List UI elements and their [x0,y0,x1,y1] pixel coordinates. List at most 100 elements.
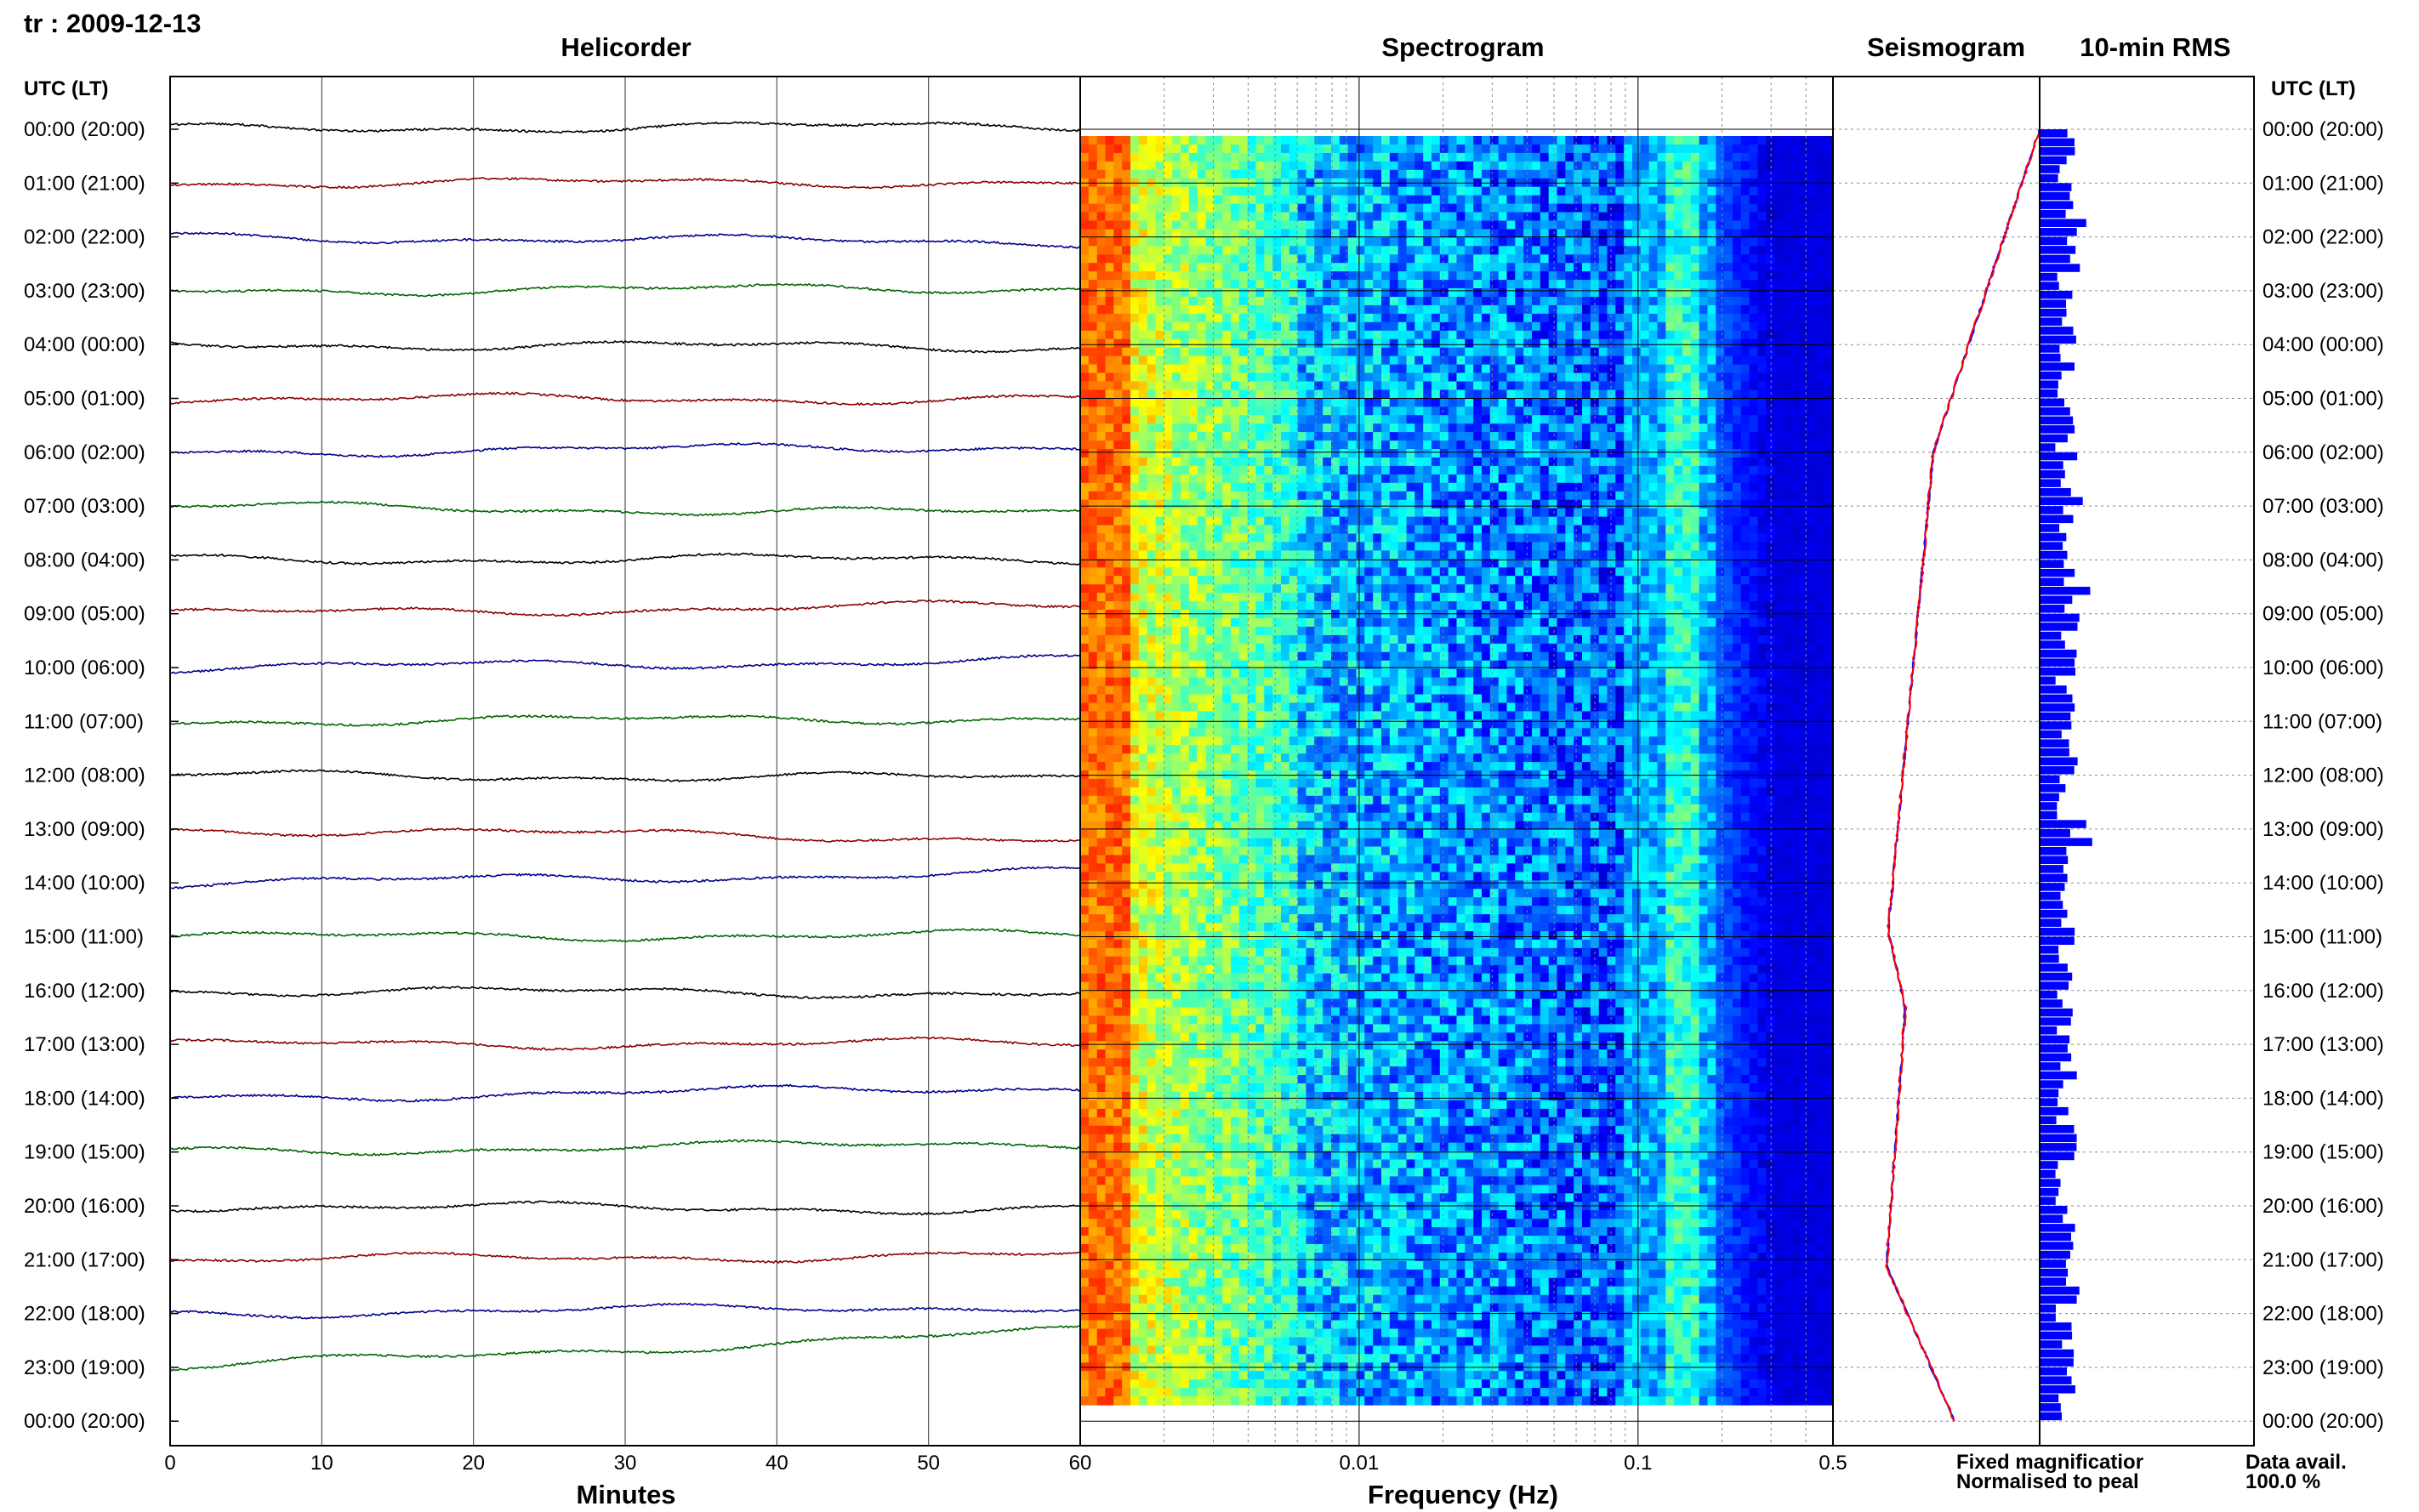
spectrogram-cell [1574,304,1583,315]
spectrogram-cell [1339,567,1349,577]
spectrogram-cell [1807,559,1817,568]
spectrogram-cell [1289,364,1299,374]
spectrogram-cell [1523,398,1533,407]
spectrogram-cell [1473,567,1483,577]
spectrogram-cell [1482,381,1491,390]
spectrogram-cell [1648,482,1659,492]
spectrogram-cell [1423,449,1432,458]
spectrogram-cell [1489,288,1500,298]
spectrogram-cell [1665,372,1675,382]
spectrogram-cell [1757,516,1767,526]
spectrogram-cell [1214,144,1223,154]
spectrogram-cell [1557,415,1566,424]
spectrogram-cell [1172,263,1181,272]
spectrogram-cell [1381,280,1391,289]
spectrogram-cell [1665,195,1675,205]
spectrogram-cell [1790,567,1801,577]
spectrogram-cell [1247,441,1257,450]
spectrogram-cell [1155,432,1164,441]
spectrogram-cell [1238,482,1249,492]
spectrogram-cell [1122,212,1131,221]
spectrogram-cell [1724,169,1733,179]
spectrogram-cell [1122,542,1131,551]
spectrogram-cell [1122,203,1131,213]
spectrogram-cell [1565,313,1574,323]
spectrogram-cell [1255,246,1265,255]
spectrogram-cell [1238,355,1249,366]
spectrogram-cell [1757,449,1767,458]
spectrogram-cell [1515,465,1524,475]
spectrogram-cell [1264,499,1273,509]
spectrogram-cell [1489,406,1500,416]
spectrogram-cell [1364,321,1374,332]
spectrogram-cell [1456,465,1466,475]
spectrogram-cell [1155,559,1164,568]
spectrogram-cell [1632,254,1642,264]
spectrogram-cell [1624,263,1633,272]
spectrogram-cell [1339,398,1349,407]
spectrogram-cell [1690,542,1700,551]
spectrogram-cell [1439,152,1449,162]
spectrogram-cell [1281,542,1290,551]
spectrogram-cell [1707,559,1716,568]
spectrogram-cell [1331,321,1340,332]
spectrogram-cell [1532,254,1541,264]
spectrogram-cell [1724,355,1733,366]
spectrogram-cell [1231,254,1240,264]
spectrogram-cell [1699,271,1709,281]
spectrogram-cell [1624,441,1633,450]
spectrogram-cell [1757,347,1767,357]
spectrogram-cell [1465,415,1474,424]
spectrogram-cell [1397,321,1408,332]
spectrogram-cell [1615,381,1625,390]
spectrogram-cell [1255,297,1265,306]
spectrogram-cell [1598,415,1608,424]
spectrogram-cell [1456,559,1466,568]
spectrogram-cell [1096,432,1107,441]
spectrogram-cell [1289,263,1299,272]
spectrogram-cell [1147,525,1157,534]
spectrogram-cell [1222,593,1232,602]
spectrogram-cell [1222,449,1232,458]
spectrogram-cell [1147,499,1157,509]
spectrogram-cell [1465,406,1474,416]
spectrogram-cell [1506,169,1516,179]
spectrogram-cell [1473,372,1483,382]
spectrogram-cell [1105,246,1114,255]
spectrogram-cell [1465,220,1474,230]
spectrogram-cell [1272,304,1282,315]
spectrogram-cell [1740,186,1750,196]
spectrogram-cell [1214,220,1223,230]
spectrogram-cell [1096,338,1107,349]
spectrogram-cell [1339,288,1349,298]
spectrogram-cell [1439,237,1449,247]
spectrogram-cell [1757,364,1767,374]
spectrogram-cell [1205,389,1215,399]
spectrogram-cell [1164,304,1173,315]
spectrogram-cell [1122,195,1131,205]
spectrogram-cell [1799,263,1809,272]
spectrogram-cell [1088,195,1098,205]
spectrogram-cell [1598,593,1608,602]
spectrogram-cell [1255,237,1265,247]
spectrogram-cell [1080,372,1090,382]
spectrogram-cell [1448,169,1458,179]
spectrogram-cell [1397,381,1408,390]
spectrogram-cell [1414,508,1424,518]
spectrogram-cell [1314,288,1323,298]
spectrogram-cell [1473,220,1483,230]
spectrogram-cell [1113,550,1123,560]
spectrogram-cell [1222,161,1232,171]
spectrogram-cell [1164,584,1173,594]
spectrogram-cell [1532,423,1541,433]
spectrogram-cell [1439,482,1449,492]
spectrogram-cell [1740,389,1750,399]
spectrogram-cell [1716,406,1725,416]
spectrogram-cell [1197,499,1207,509]
spectrogram-cell [1238,304,1249,315]
spectrogram-cell [1088,474,1098,484]
spectrogram-cell [1289,297,1299,306]
spectrogram-cell [1565,482,1574,492]
spectrogram-cell [1590,576,1600,585]
spectrogram-cell [1665,423,1675,433]
